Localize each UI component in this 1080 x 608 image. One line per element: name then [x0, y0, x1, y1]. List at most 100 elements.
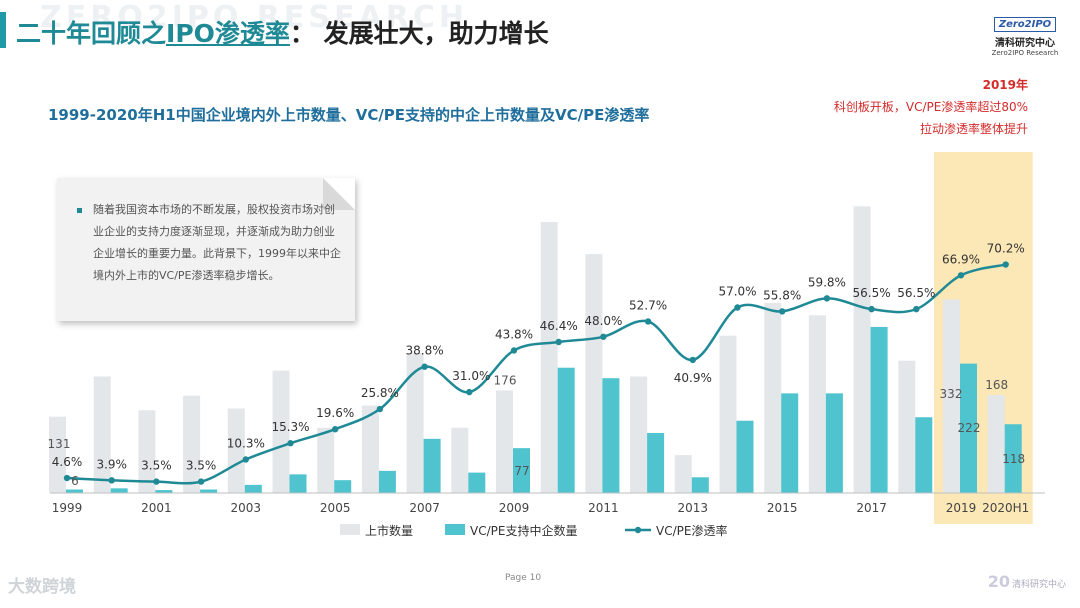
bar-vcpe	[736, 420, 754, 493]
penetration-point	[332, 426, 339, 433]
penetration-point	[63, 474, 71, 482]
penetration-label: 46.4%	[540, 319, 578, 333]
bar-total	[183, 395, 201, 493]
penetration-label: 4.6%	[52, 455, 83, 469]
bar-total	[227, 408, 245, 493]
bar-vcpe	[66, 489, 83, 493]
penetration-point	[242, 456, 249, 463]
bar-total	[674, 455, 692, 493]
x-tick-label: 2011	[588, 501, 619, 515]
penetration-point	[779, 308, 786, 315]
penetration-label: 25.8%	[361, 386, 399, 400]
legend-rate-label: VC/PE渗透率	[656, 523, 727, 538]
bar-value-label: 77	[514, 464, 529, 478]
note-bullet-icon	[77, 208, 82, 213]
bar-vcpe	[468, 472, 486, 493]
bar-value-label: 176	[494, 373, 517, 387]
penetration-label: 48.0%	[584, 314, 622, 328]
penetration-point	[957, 272, 965, 279]
x-tick-label: 2003	[231, 501, 262, 515]
penetration-label: 3.9%	[96, 457, 127, 471]
bar-total	[138, 410, 156, 493]
bar-vcpe	[378, 470, 396, 493]
penetration-label: 56.5%	[853, 286, 891, 300]
bar-vcpe	[334, 480, 352, 493]
penetration-point	[600, 333, 607, 340]
x-tick-label: 2020H1	[982, 501, 1029, 515]
penetration-point	[376, 405, 384, 413]
bar-total	[943, 299, 960, 493]
penetration-point	[421, 363, 428, 370]
penetration-label: 70.2%	[987, 242, 1025, 256]
annotation-line-2: 拉动渗透率整体提升	[919, 122, 1028, 136]
bar-vcpe	[870, 326, 888, 493]
note-text: 随着我国资本市场的不断发展，股权投资市场对创业企业的支持力度逐渐显现，并逐渐成为…	[93, 203, 341, 282]
annotation-year: 2019年	[982, 78, 1028, 92]
chart-title: 1999-2020年H1中国企业境内外上市数量、VC/PE支持的中企上市数量及V…	[48, 106, 650, 124]
bar-total	[361, 405, 379, 493]
x-tick-label: 2009	[499, 501, 530, 515]
legend-total-label: 上市数量	[365, 523, 413, 538]
penetration-label: 19.6%	[316, 406, 354, 420]
note-card: 随着我国资本市场的不断发展，股权投资市场对创业企业的支持力度逐渐显现，并逐渐成为…	[57, 178, 355, 321]
page-title-part-2: IPO渗透率	[166, 19, 290, 48]
bar-vcpe	[825, 393, 843, 493]
footer-right-mark: 20	[987, 572, 1010, 591]
logo-mark: Zero2IPO	[993, 17, 1057, 32]
penetration-point	[153, 478, 160, 485]
page-title: 二十年回顾之IPO渗透率： 发展壮大，助力增长	[16, 14, 549, 50]
bar-value-label: 118	[1002, 452, 1025, 466]
bar-total	[93, 376, 111, 493]
legend-vcpe-label: VC/PE支持中企数量	[470, 523, 577, 538]
penetration-label: 55.8%	[763, 288, 801, 302]
page-title-part-1: 二十年回顾之	[16, 19, 167, 48]
bar-total	[808, 315, 826, 493]
penetration-point	[555, 338, 562, 346]
legend-total-swatch	[340, 524, 360, 535]
bar-value-label: 131	[48, 437, 71, 451]
penetration-point	[287, 440, 294, 447]
bar-value-label: 168	[985, 378, 1008, 392]
penetration-label: 43.8%	[495, 327, 533, 341]
bar-vcpe	[423, 438, 441, 493]
x-tick-label: 2019	[946, 501, 977, 515]
penetration-label: 3.5%	[186, 459, 217, 473]
penetration-point	[108, 477, 115, 484]
bar-total	[898, 360, 916, 493]
page-number: Page 10	[505, 573, 542, 583]
bar-vcpe	[557, 367, 575, 493]
bar-vcpe	[513, 448, 530, 493]
x-tick-label: 2015	[767, 501, 798, 515]
note-fold-corner	[323, 178, 355, 210]
bar-vcpe	[244, 484, 262, 493]
footer-right-text: 清科研究中心	[1011, 580, 1066, 590]
penetration-point	[644, 318, 652, 325]
bar-total	[987, 395, 1005, 493]
penetration-label: 38.8%	[406, 344, 444, 358]
penetration-label: 3.5%	[141, 459, 172, 473]
bar-total	[451, 427, 469, 493]
penetration-point	[689, 356, 696, 364]
bar-total	[764, 303, 782, 493]
penetration-point	[734, 304, 741, 311]
penetration-point	[913, 305, 920, 313]
penetration-label: 31.0%	[452, 369, 490, 383]
logo-en-text: Zero2IPO Research	[991, 49, 1059, 57]
bar-total	[317, 427, 335, 493]
penetration-label: 66.9%	[942, 252, 980, 266]
bar-value-label: 332	[940, 387, 963, 401]
bar-total	[853, 206, 871, 494]
penetration-label: 56.5%	[897, 286, 935, 300]
bar-total	[496, 390, 513, 493]
bar-total	[540, 222, 558, 493]
brand-logo: Zero2IPO 清科研究中心 Zero2IPO Research	[988, 12, 1062, 57]
bar-vcpe	[915, 417, 933, 493]
bar-vcpe	[691, 477, 709, 493]
bar-total	[719, 335, 737, 493]
bar-vcpe	[647, 432, 665, 493]
penetration-point	[1002, 261, 1009, 268]
penetration-label: 40.9%	[674, 371, 712, 385]
penetration-label: 52.7%	[629, 298, 667, 312]
x-tick-label: 1999	[52, 501, 83, 515]
bar-vcpe	[602, 378, 620, 493]
